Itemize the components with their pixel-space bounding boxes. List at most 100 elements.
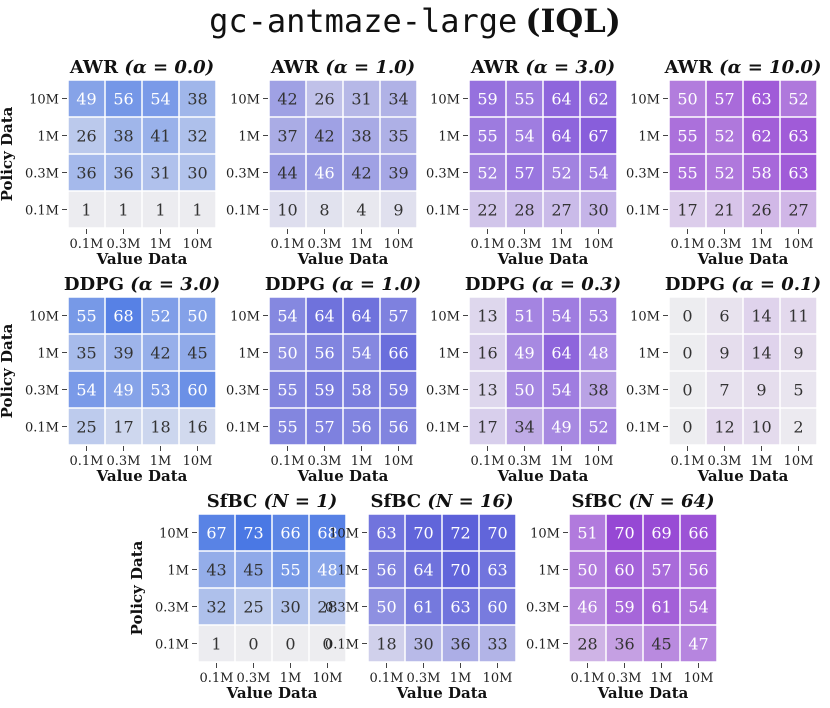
y-tick-label: 0.1M: [526, 638, 560, 653]
heatmap-cell: [343, 408, 380, 445]
panel-title-param: (α = 10.0): [719, 57, 821, 78]
heatmap-cell: [306, 191, 343, 228]
heatmap-cell: [479, 625, 516, 662]
heatmap-cell: [506, 154, 543, 191]
heatmap-cell: [706, 297, 743, 334]
heatmap-cell: [309, 625, 346, 662]
x-tick-label: 1M: [351, 454, 373, 469]
cell-value: 66: [280, 524, 300, 543]
heatmap-cell: [269, 117, 306, 154]
heatmap-cell: [669, 117, 706, 154]
cell-value: 57: [388, 307, 408, 326]
y-tick-label: 10M: [430, 310, 460, 325]
cell-value: 25: [76, 418, 96, 437]
cell-value: 16: [187, 418, 207, 437]
x-tick-label: 0.1M: [571, 671, 605, 686]
y-tick-label: 0.3M: [25, 384, 59, 399]
heatmap-cell: [68, 117, 105, 154]
panel-title-param: (α = 0.3): [531, 274, 621, 295]
x-tick-label: 1M: [551, 454, 573, 469]
cell-value: 17: [113, 418, 133, 437]
heatmap-cell: [343, 334, 380, 371]
panel-title-method: SfBC: [370, 491, 427, 512]
y-tick-label: 0.1M: [426, 421, 460, 436]
panel-title-param: (N = 16): [427, 491, 513, 512]
cell-value: 0: [682, 344, 692, 363]
heatmap-cell: [198, 625, 235, 662]
heatmap-cell: [105, 191, 142, 228]
heatmap-cell: [105, 408, 142, 445]
panel-title-param: (N = 64): [628, 491, 714, 512]
x-tick-label: 0.1M: [70, 454, 104, 469]
panel-title: DDPG (α = 0.3): [465, 274, 621, 295]
cell-value: 42: [277, 90, 297, 109]
x-tick-label: 0.3M: [237, 671, 271, 686]
x-tick-label: 1M: [280, 671, 302, 686]
heatmap-cell: [105, 117, 142, 154]
heatmap-cell: [680, 551, 717, 588]
cell-value: 55: [277, 381, 297, 400]
heatmap-cell: [380, 371, 417, 408]
cell-value: 32: [187, 127, 207, 146]
x-tick-label: 0.3M: [508, 454, 542, 469]
heatmap-cell: [68, 371, 105, 408]
y-tick-label: 0.3M: [626, 167, 660, 182]
panel-title: DDPG (α = 1.0): [265, 274, 421, 295]
panel-title: DDPG (α = 0.1): [665, 274, 821, 295]
cell-value: 60: [614, 561, 634, 580]
heatmap-cell: [105, 297, 142, 334]
heatmap-cell: [543, 297, 580, 334]
cell-value: 44: [277, 164, 297, 183]
y-tick-label: 10M: [29, 310, 59, 325]
heatmap-cell: [405, 625, 442, 662]
cell-value: 70: [450, 561, 470, 580]
cell-value: 63: [788, 164, 808, 183]
cell-value: 17: [677, 201, 697, 220]
heatmap-cell: [306, 297, 343, 334]
cell-value: 42: [314, 127, 334, 146]
heatmap-cell: [142, 408, 179, 445]
cell-value: 59: [314, 381, 334, 400]
heatmap-cell: [142, 371, 179, 408]
heatmap-cell: [780, 297, 817, 334]
heatmap-panel: DDPG (α = 1.0) 54 64 64 57 50 56 54 66 55 59 58 59 55…: [226, 274, 421, 485]
heatmap-cell: [469, 154, 506, 191]
heatmap-cell: [368, 551, 405, 588]
heatmap-cell: [543, 117, 580, 154]
heatmap-cell: [506, 371, 543, 408]
heatmap-panel: AWR (α = 3.0) 59 55 64 62 55 54 64 67 52 57 52 54 22 2…: [426, 57, 617, 268]
figure-title: gc-antmaze-large (IQL): [0, 2, 830, 40]
heatmap-cell: [543, 371, 580, 408]
x-tick-label: 1M: [450, 671, 472, 686]
heatmap-cell: [269, 297, 306, 334]
x-axis-label: Value Data: [597, 684, 689, 702]
cell-value: 30: [588, 201, 608, 220]
heatmap-cell: [306, 117, 343, 154]
y-tick-label: 1M: [238, 130, 260, 145]
cell-value: 10: [277, 201, 297, 220]
cell-value: 36: [450, 635, 470, 654]
heatmap-cell: [669, 334, 706, 371]
panel-title: AWR (α = 0.0): [69, 57, 214, 78]
heatmap-cell: [479, 588, 516, 625]
heatmap-cell: [680, 588, 717, 625]
heatmap-cell: [343, 154, 380, 191]
heatmap-cell: [309, 551, 346, 588]
cell-value: 52: [477, 164, 497, 183]
cell-value: 10: [751, 418, 771, 437]
cell-value: 0: [285, 635, 295, 654]
x-axis-label: Value Data: [396, 684, 488, 702]
y-tick-label: 0.1M: [626, 421, 660, 436]
x-tick-label: 1M: [351, 237, 373, 252]
y-tick-label: 1M: [37, 347, 59, 362]
cell-value: 7: [719, 381, 729, 400]
cell-value: 55: [477, 127, 497, 146]
heatmap-cell: [368, 625, 405, 662]
cell-value: 59: [388, 381, 408, 400]
cell-value: 70: [614, 524, 634, 543]
cell-value: 6: [719, 307, 729, 326]
heatmap-cell: [469, 371, 506, 408]
cell-value: 9: [393, 201, 403, 220]
cell-value: 56: [113, 90, 133, 109]
